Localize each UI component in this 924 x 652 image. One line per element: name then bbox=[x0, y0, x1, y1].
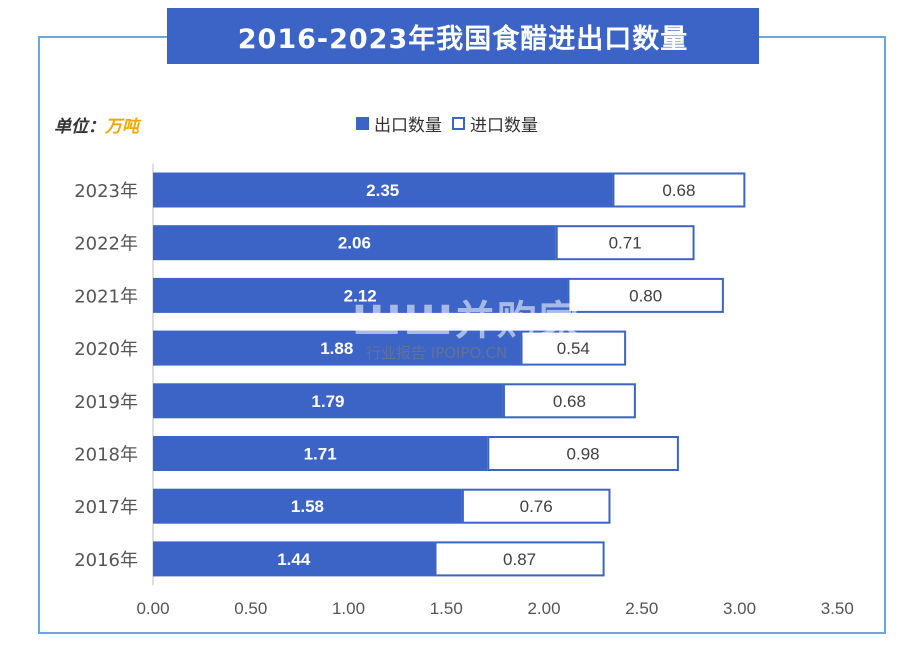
legend-label-export: 出口数量 bbox=[374, 116, 442, 136]
data-label-export-3: 1.88 bbox=[320, 339, 353, 358]
data-label-import-5: 0.98 bbox=[567, 445, 600, 464]
bar-export-5 bbox=[153, 436, 488, 471]
legend-item-export: 出口数量 bbox=[356, 111, 442, 136]
x-tick-label-3: 1.50 bbox=[430, 599, 463, 618]
data-label-import-7: 0.87 bbox=[503, 550, 536, 569]
bar-import-2 bbox=[567, 277, 724, 313]
category-label-3: 2020年 bbox=[74, 339, 138, 360]
unit-label: 单位：万吨 bbox=[54, 112, 139, 137]
data-label-import-2: 0.80 bbox=[629, 286, 662, 305]
category-label-5: 2018年 bbox=[74, 445, 138, 466]
category-label-6: 2017年 bbox=[74, 497, 138, 518]
bar-export-7 bbox=[153, 541, 435, 577]
legend-label-import: 进口数量 bbox=[470, 116, 538, 136]
legend-swatch-export bbox=[356, 117, 369, 130]
bar-export-3 bbox=[153, 330, 521, 366]
data-label-import-0: 0.68 bbox=[662, 181, 695, 200]
bar-import-6 bbox=[461, 488, 611, 524]
bar-import-3 bbox=[520, 330, 627, 366]
bar-export-0 bbox=[153, 172, 613, 208]
bar-export-2 bbox=[153, 277, 568, 313]
legend-item-import: 进口数量 bbox=[452, 111, 538, 136]
data-label-export-0: 2.35 bbox=[366, 181, 399, 200]
data-label-export-1: 2.06 bbox=[338, 234, 371, 253]
x-tick-label-5: 2.50 bbox=[625, 599, 658, 618]
data-label-import-3: 0.54 bbox=[557, 339, 590, 358]
category-label-4: 2019年 bbox=[74, 392, 138, 413]
category-label-0: 2023年 bbox=[74, 181, 138, 202]
x-tick-label-1: 0.50 bbox=[234, 599, 267, 618]
unit-prefix: 单位： bbox=[54, 117, 105, 137]
data-label-export-4: 1.79 bbox=[311, 392, 344, 411]
x-tick-label-6: 3.00 bbox=[723, 599, 756, 618]
data-label-import-4: 0.68 bbox=[553, 392, 586, 411]
unit-value: 万吨 bbox=[105, 117, 139, 137]
data-label-export-2: 2.12 bbox=[344, 286, 377, 305]
chart-legend: 出口数量 进口数量 bbox=[356, 111, 548, 136]
category-label-1: 2022年 bbox=[74, 234, 138, 255]
data-label-export-7: 1.44 bbox=[277, 550, 311, 569]
x-tick-label-0: 0.00 bbox=[136, 599, 169, 618]
bar-import-5 bbox=[487, 436, 679, 471]
data-label-export-5: 1.71 bbox=[304, 445, 337, 464]
chart-title: 2016-2023年我国食醋进出口数量 bbox=[167, 8, 759, 64]
data-label-export-6: 1.58 bbox=[291, 497, 324, 516]
data-label-import-1: 0.71 bbox=[609, 234, 642, 253]
x-tick-label-7: 3.50 bbox=[821, 599, 854, 618]
bar-import-4 bbox=[502, 383, 636, 419]
bar-export-1 bbox=[153, 225, 556, 261]
legend-swatch-import bbox=[452, 117, 465, 130]
bar-export-6 bbox=[153, 488, 462, 524]
category-label-2: 2021年 bbox=[74, 286, 138, 307]
bar-export-4 bbox=[153, 383, 503, 419]
bar-import-7 bbox=[434, 541, 605, 577]
x-tick-label-2: 1.00 bbox=[332, 599, 365, 618]
category-label-7: 2016年 bbox=[74, 550, 138, 571]
bar-import-0 bbox=[612, 172, 746, 208]
x-tick-label-4: 2.00 bbox=[527, 599, 560, 618]
bar-import-1 bbox=[555, 225, 695, 261]
data-label-import-6: 0.76 bbox=[520, 497, 553, 516]
